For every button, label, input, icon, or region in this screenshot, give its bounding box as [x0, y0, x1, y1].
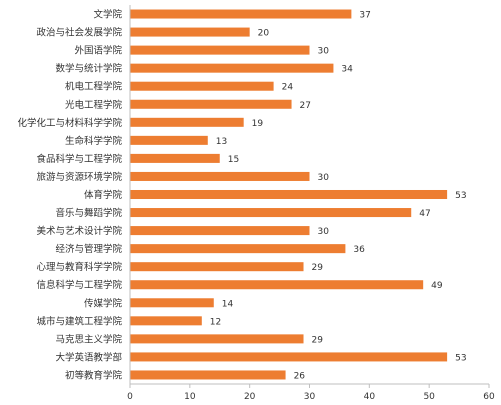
category-label-8: 食品科学与工程学院	[36, 153, 122, 165]
category-label-20: 初等教育学院	[65, 369, 123, 381]
value-label-2: 30	[318, 47, 330, 57]
bar-6	[130, 117, 244, 127]
category-label-10: 体育学院	[84, 189, 123, 201]
category-labels: 文学院政治与社会发展学院外国语学院数学与统计学院机电工程学院光电工程学院化学化工…	[17, 9, 122, 382]
category-label-6: 化学化工与材料科学学院	[17, 117, 122, 129]
category-label-17: 城市与建筑工程学院	[36, 315, 122, 327]
category-label-9: 旅游与资源环境学院	[36, 171, 122, 183]
category-label-12: 美术与艺术设计学院	[36, 225, 122, 237]
bar-0	[130, 9, 352, 19]
category-label-1: 政治与社会发展学院	[36, 27, 122, 39]
category-label-14: 心理与教育科学学院	[36, 261, 122, 273]
category-label-18: 马克思主义学院	[55, 333, 122, 345]
value-label-9: 30	[318, 173, 330, 183]
bar-1	[130, 27, 250, 37]
value-label-15: 49	[431, 281, 443, 291]
value-label-4: 24	[282, 83, 294, 93]
value-label-10: 53	[455, 191, 466, 201]
bar-15	[130, 280, 424, 290]
bar-12	[130, 226, 310, 236]
category-label-2: 外国语学院	[74, 45, 122, 57]
category-label-4: 机电工程学院	[65, 81, 123, 93]
value-label-19: 53	[455, 353, 466, 363]
bar-2	[130, 45, 310, 55]
value-label-12: 30	[318, 227, 330, 237]
x-tick-label-1: 10	[184, 392, 196, 402]
value-label-0: 37	[359, 11, 370, 21]
bar-9	[130, 171, 310, 181]
bar-17	[130, 316, 202, 326]
x-tick-label-5: 50	[423, 392, 435, 402]
category-label-19: 大学英语教学部	[55, 351, 122, 363]
category-label-5: 光电工程学院	[65, 99, 123, 111]
bar-19	[130, 352, 448, 362]
value-label-11: 47	[419, 209, 430, 219]
bar-18	[130, 334, 304, 344]
x-tick-label-2: 20	[244, 392, 256, 402]
bar-14	[130, 262, 304, 272]
value-label-1: 20	[258, 29, 270, 39]
x-tick-label-4: 40	[364, 392, 376, 402]
bar-10	[130, 189, 448, 200]
value-label-20: 26	[294, 371, 306, 381]
value-label-8: 15	[228, 155, 239, 165]
bar-13	[130, 244, 346, 254]
x-tick-label-6: 60	[483, 392, 495, 402]
bar-4	[130, 81, 274, 91]
value-label-16: 14	[222, 299, 234, 309]
x-tick-label-3: 30	[304, 392, 316, 402]
value-label-13: 36	[353, 245, 365, 255]
value-label-5: 27	[300, 101, 311, 111]
value-label-17: 12	[210, 317, 221, 327]
category-label-0: 文学院	[93, 9, 122, 21]
value-label-14: 29	[312, 263, 324, 273]
bar-20	[130, 370, 286, 380]
category-label-11: 音乐与舞蹈学院	[55, 207, 122, 219]
bar-5	[130, 99, 292, 109]
bar-3	[130, 63, 334, 73]
value-label-18: 29	[312, 335, 324, 345]
category-label-13: 经济与管理学院	[55, 243, 122, 255]
x-tick-label-0: 0	[127, 392, 133, 402]
value-label-7: 13	[216, 137, 227, 147]
category-label-16: 传媒学院	[84, 297, 123, 309]
category-label-3: 数学与统计学院	[55, 63, 122, 75]
value-label-3: 34	[341, 65, 353, 75]
bar-16	[130, 298, 214, 308]
x-axis: 0 10 20 30 40 50 60	[127, 5, 495, 402]
bar-7	[130, 135, 208, 145]
category-label-15: 信息科学与工程学院	[36, 279, 122, 291]
value-label-6: 19	[252, 119, 264, 129]
bar-8	[130, 153, 220, 163]
category-label-7: 生命科学学院	[65, 135, 123, 147]
bar-11	[130, 208, 412, 218]
bars-group	[130, 9, 448, 380]
